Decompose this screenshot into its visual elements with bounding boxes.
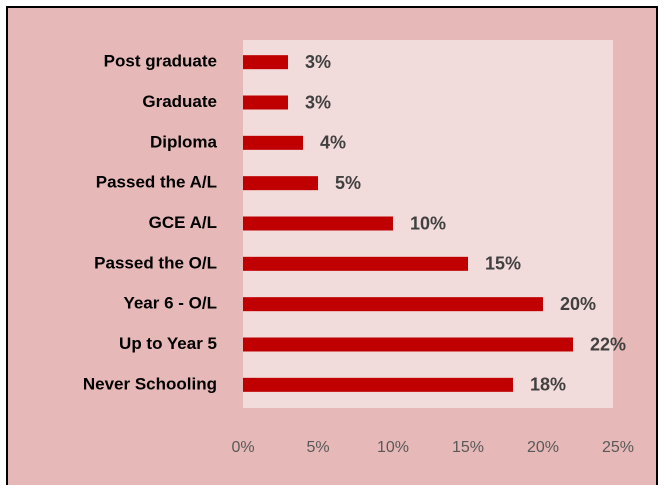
y-tick-label: Passed the A/L (96, 173, 217, 192)
x-tick-label: 10% (377, 439, 409, 456)
x-tick-label: 25% (602, 439, 634, 456)
y-tick-label: Post graduate (104, 52, 217, 71)
y-tick-label: Passed the O/L (94, 253, 217, 272)
value-label: 4% (320, 133, 346, 153)
x-tick-label: 15% (452, 439, 484, 456)
bar (243, 337, 573, 352)
y-tick-label: GCE A/L (149, 213, 217, 232)
y-tick-label: Diploma (150, 132, 218, 151)
bar (243, 55, 288, 70)
value-label: 15% (485, 254, 521, 274)
y-tick-label: Up to Year 5 (119, 334, 217, 353)
bar (243, 135, 303, 150)
value-label: 22% (590, 334, 626, 354)
x-tick-label: 20% (527, 439, 559, 456)
value-label: 3% (305, 92, 331, 112)
value-label: 3% (305, 52, 331, 72)
bar (243, 377, 513, 392)
y-tick-label: Year 6 - O/L (123, 294, 217, 313)
bar (243, 95, 288, 110)
y-tick-label: Never Schooling (83, 374, 217, 393)
value-label: 20% (560, 294, 596, 314)
bar (243, 297, 543, 312)
bar (243, 256, 468, 271)
value-label: 5% (335, 173, 361, 193)
y-tick-label: Graduate (142, 92, 217, 111)
x-tick-label: 5% (306, 439, 329, 456)
bar (243, 216, 393, 231)
x-tick-label: 0% (231, 439, 254, 456)
bar (243, 176, 318, 191)
value-label: 10% (410, 213, 446, 233)
value-label: 18% (530, 375, 566, 395)
